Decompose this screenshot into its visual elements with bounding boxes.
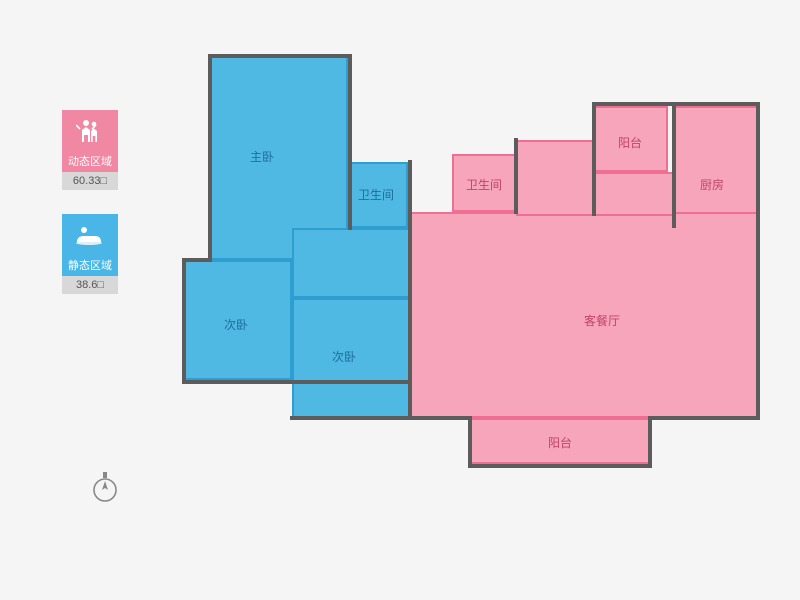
- legend-dynamic-value: 60.33□: [62, 172, 118, 190]
- room-label-balcony-2: 阳台: [548, 434, 572, 451]
- room-label-secondary-bed-1: 次卧: [224, 316, 248, 333]
- wall: [592, 102, 760, 106]
- legend-dynamic-label: 动态区域: [62, 152, 118, 172]
- wall: [408, 160, 412, 418]
- wall: [182, 380, 412, 384]
- room-label-master-bedroom: 主卧: [250, 148, 274, 165]
- legend-dynamic: 动态区域 60.33□: [62, 110, 118, 190]
- wall: [182, 258, 186, 382]
- wall: [208, 54, 350, 58]
- wall: [468, 416, 472, 466]
- wall: [648, 416, 652, 466]
- wall: [756, 104, 760, 420]
- wall: [592, 102, 596, 216]
- room-label-bathroom-2: 卫生间: [466, 176, 502, 193]
- legend-static: 静态区域 38.6□: [62, 214, 118, 294]
- room-living-top: [516, 140, 594, 216]
- room-corridor: [292, 228, 410, 298]
- room-living-right: [594, 172, 674, 216]
- room-label-living-dining: 客餐厅: [584, 312, 620, 329]
- room-label-secondary-bed-2: 次卧: [332, 348, 356, 365]
- wall: [182, 258, 212, 262]
- legend-static-value: 38.6□: [62, 276, 118, 294]
- wall: [408, 416, 472, 420]
- wall: [514, 138, 518, 214]
- room-label-kitchen: 厨房: [700, 176, 724, 193]
- room-label-bathroom-1: 卫生间: [358, 186, 394, 203]
- wall: [208, 54, 212, 262]
- wall: [672, 102, 676, 228]
- legend-static-label: 静态区域: [62, 256, 118, 276]
- room-kitchen: [674, 106, 758, 226]
- legend: 动态区域 60.33□ 静态区域 38.6□: [62, 110, 118, 318]
- people-icon: [62, 110, 118, 152]
- floor-plan: 主卧卫生间次卧次卧卫生间阳台厨房客餐厅阳台: [184, 48, 764, 548]
- rest-icon: [62, 214, 118, 256]
- room-label-balcony-1: 阳台: [618, 134, 642, 151]
- compass-icon: [90, 470, 120, 509]
- wall: [348, 54, 352, 230]
- wall: [648, 416, 760, 420]
- wall: [468, 464, 652, 468]
- wall: [290, 416, 412, 420]
